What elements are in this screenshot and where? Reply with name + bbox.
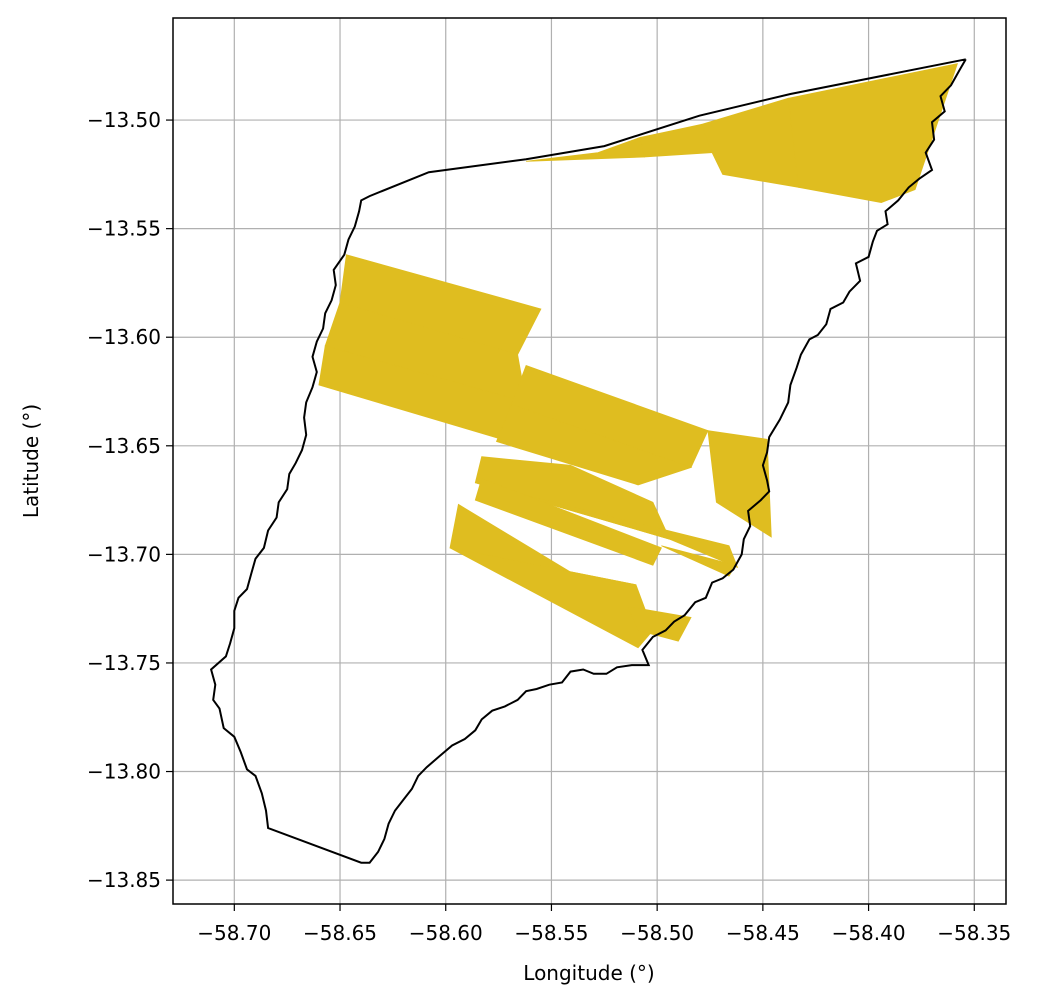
x-tick-label: −58.50 (620, 921, 694, 945)
y-axis-ticks: −13.50 −13.55 −13.60 −13.65 −13.70 −13.75 −13.… (87, 108, 173, 892)
x-tick-label: −58.65 (303, 921, 377, 945)
x-tick-label: −58.60 (409, 921, 483, 945)
x-axis-label: Longitude (°) (523, 961, 654, 985)
x-axis-ticks: −58.70 −58.65 −58.60 −58.55 −58.50 −58.45 −58.… (197, 904, 1011, 945)
parcel-11 (475, 482, 739, 569)
y-tick-label: −13.55 (87, 217, 161, 241)
y-tick-label: −13.85 (87, 868, 161, 892)
x-tick-label: −58.45 (726, 921, 800, 945)
plot-frame (172, 17, 1007, 905)
parcel-3 (787, 63, 959, 204)
y-tick-label: −13.75 (87, 651, 161, 675)
parcel-1 (639, 123, 713, 158)
x-tick-label: −58.40 (832, 921, 906, 945)
parcel-polygons (318, 63, 959, 649)
x-tick-label: −58.55 (514, 921, 588, 945)
y-tick-label: −13.50 (87, 108, 161, 132)
parcel-12 (474, 477, 662, 566)
y-tick-label: −13.80 (87, 760, 161, 784)
x-tick-label: −58.35 (937, 921, 1011, 945)
y-tick-label: −13.60 (87, 325, 161, 349)
parcel-15 (626, 605, 692, 642)
municipality-boundary (209, 58, 967, 864)
x-tick-label: −58.70 (197, 921, 271, 945)
y-tick-label: −13.65 (87, 434, 161, 458)
boundary-layer (209, 58, 967, 864)
parcel-8 (495, 403, 693, 486)
parcel-9 (707, 430, 772, 538)
y-tick-label: −13.70 (87, 542, 161, 566)
y-axis-label: Latitude (°) (19, 404, 43, 518)
